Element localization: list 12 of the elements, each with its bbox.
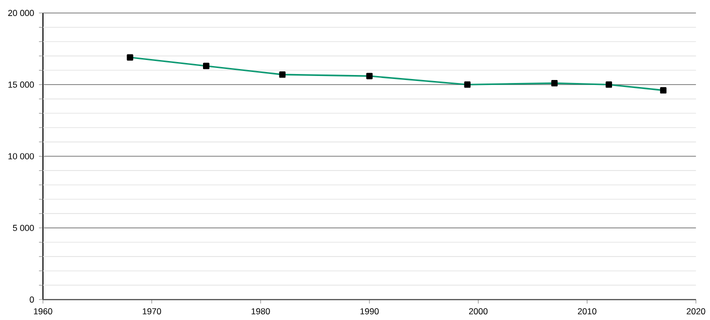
x-tick-label: 2010: [578, 308, 596, 315]
y-tick-label: 0: [30, 296, 34, 303]
y-tick-label: 5 000: [12, 225, 34, 232]
y-tick-label: 10 000: [8, 153, 34, 160]
y-tick-label: 15 000: [8, 82, 34, 88]
x-tick-label: 2000: [469, 308, 488, 315]
x-tick-label: 1960: [34, 308, 52, 315]
x-tick-label: 1970: [142, 308, 162, 315]
x-tick-label: 2020: [686, 308, 706, 315]
y-tick-label: 20 000: [8, 10, 34, 16]
x-tick-label: 1990: [360, 308, 379, 315]
x-tick-label: 1980: [252, 308, 270, 315]
